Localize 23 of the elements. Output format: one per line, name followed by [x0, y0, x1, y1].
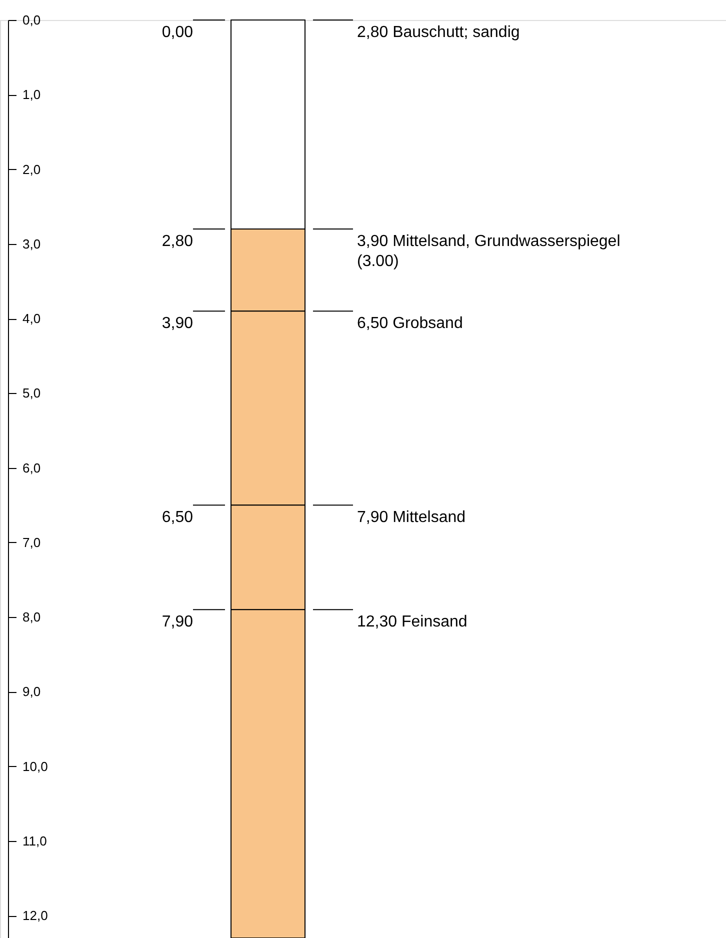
- y-tick-label: 9,0: [22, 684, 41, 700]
- annotation: 6,50 Grobsand: [357, 315, 463, 332]
- y-tick-label: 0,0: [22, 12, 41, 28]
- annotation: 3,90 Mittelsand, Grundwasserspiegel (3.00): [357, 232, 620, 270]
- y-tick-label: 4,0: [22, 311, 41, 326]
- y-tick-label: 5,0: [22, 386, 41, 401]
- annotation: 2,80 Bauschutt; sandig: [357, 24, 520, 41]
- y-tick-label: 11,0: [22, 833, 47, 848]
- annotation: 7,90 Mittelsand: [357, 509, 466, 526]
- annotation: 2,80: [162, 232, 194, 250]
- y-tick-label: 2,0: [22, 162, 41, 177]
- y-tick-label: 3,0: [22, 236, 41, 252]
- annotation: 6,50: [162, 509, 194, 526]
- y-tick-label: 12,0: [22, 908, 48, 924]
- y-tick-label: 10,0: [22, 758, 48, 774]
- annotation: 12,30 Feinsand: [357, 614, 468, 631]
- y-tick-label: 7,0: [22, 534, 41, 550]
- annotation: 0,00: [162, 24, 194, 41]
- annotation: 7,90: [162, 614, 194, 631]
- y-tick-label: 6,0: [22, 460, 41, 476]
- annotation: 3,90: [162, 315, 194, 332]
- y-tick-label: 8,0: [22, 610, 41, 625]
- y-tick-label: 1,0: [22, 87, 41, 102]
